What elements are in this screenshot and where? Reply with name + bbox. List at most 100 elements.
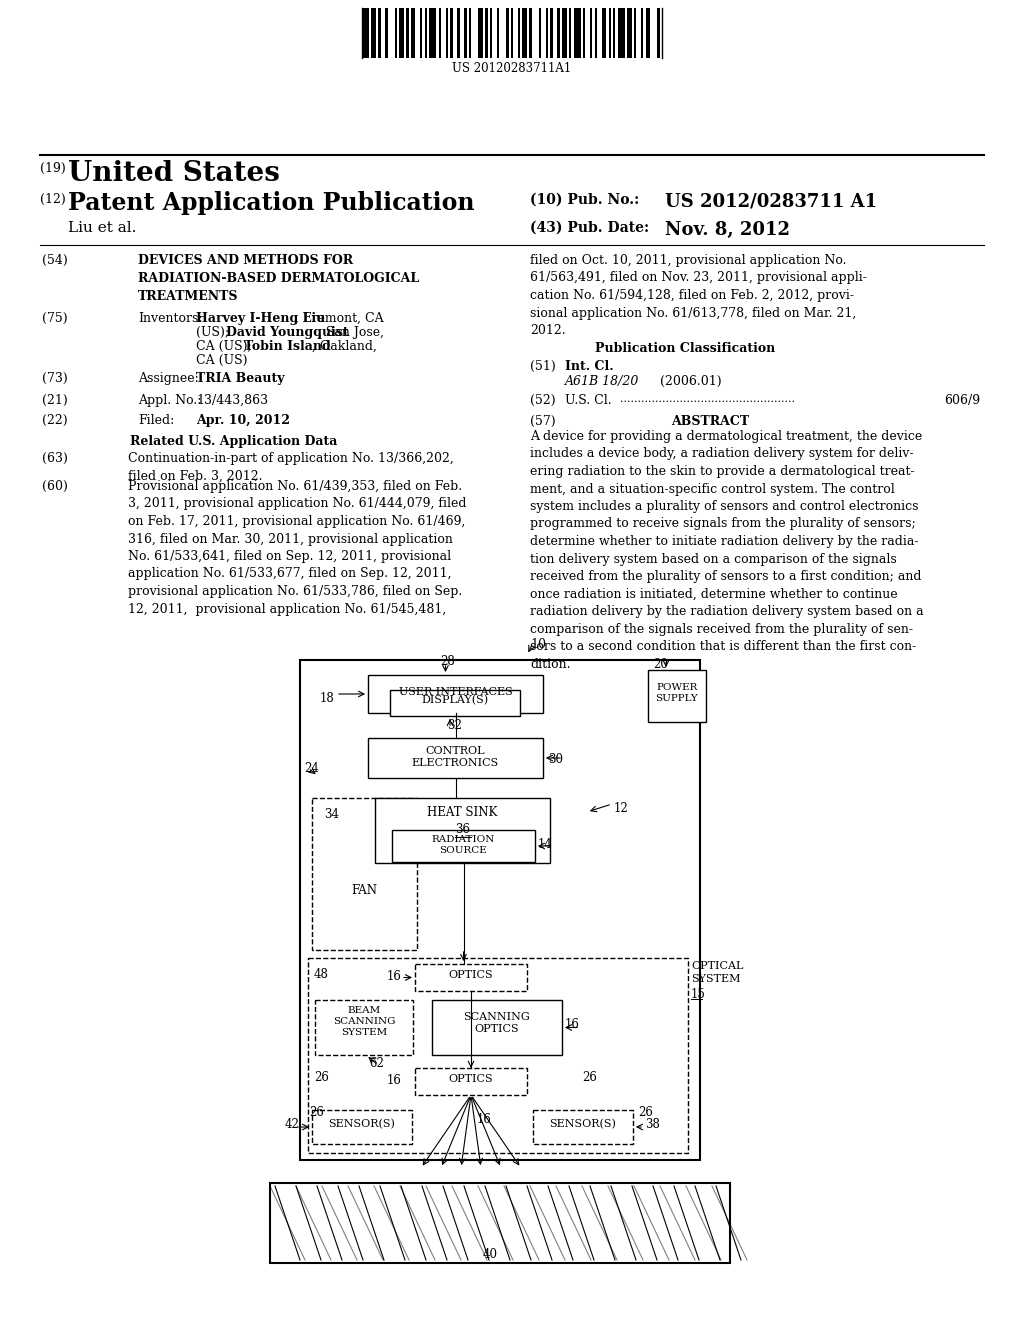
Bar bbox=[522, 8, 527, 58]
Bar bbox=[548, 8, 550, 58]
Bar bbox=[615, 8, 617, 58]
Bar bbox=[583, 8, 586, 58]
Text: David Youngquist: David Youngquist bbox=[226, 326, 348, 339]
Text: (63): (63) bbox=[42, 451, 68, 465]
Bar bbox=[541, 8, 546, 58]
Bar bbox=[399, 8, 403, 58]
Text: U.S. Cl.: U.S. Cl. bbox=[565, 393, 615, 407]
Text: 42: 42 bbox=[285, 1118, 300, 1131]
Text: (US);: (US); bbox=[196, 326, 233, 339]
Bar bbox=[632, 8, 634, 58]
Bar bbox=[425, 8, 427, 58]
Bar bbox=[432, 1001, 562, 1055]
Text: , San Jose,: , San Jose, bbox=[318, 326, 384, 339]
Text: Patent Application Publication: Patent Application Publication bbox=[68, 191, 474, 215]
Bar bbox=[557, 8, 560, 58]
Text: 48: 48 bbox=[314, 968, 329, 981]
Text: OPTICS: OPTICS bbox=[449, 1074, 494, 1084]
Bar bbox=[595, 8, 597, 58]
Text: FAN: FAN bbox=[351, 884, 378, 898]
Bar bbox=[606, 8, 608, 58]
Text: 13/443,863: 13/443,863 bbox=[196, 393, 268, 407]
Bar bbox=[451, 8, 453, 58]
Bar bbox=[416, 8, 420, 58]
Text: Tobin Island: Tobin Island bbox=[244, 341, 331, 352]
Text: OPTICS: OPTICS bbox=[449, 970, 494, 979]
Text: (73): (73) bbox=[42, 372, 68, 385]
Bar bbox=[506, 8, 509, 58]
Text: 606/9: 606/9 bbox=[944, 393, 980, 407]
Text: US 20120283711A1: US 20120283711A1 bbox=[453, 62, 571, 75]
Bar bbox=[566, 8, 569, 58]
Text: 16: 16 bbox=[387, 1074, 401, 1086]
Bar bbox=[378, 8, 381, 58]
Text: Continuation-in-part of application No. 13/366,202,
filed on Feb. 3, 2012.: Continuation-in-part of application No. … bbox=[128, 451, 454, 483]
Bar bbox=[403, 8, 407, 58]
Text: Related U.S. Application Data: Related U.S. Application Data bbox=[130, 436, 337, 447]
Bar bbox=[390, 690, 520, 715]
Bar bbox=[409, 8, 411, 58]
Text: (12): (12) bbox=[40, 193, 66, 206]
Bar bbox=[467, 8, 469, 58]
Text: 62: 62 bbox=[369, 1057, 384, 1071]
Text: 36: 36 bbox=[455, 822, 470, 836]
Bar bbox=[483, 8, 485, 58]
Bar bbox=[315, 1001, 413, 1055]
Text: (21): (21) bbox=[42, 393, 68, 407]
Text: (52): (52) bbox=[530, 393, 556, 407]
Text: 14: 14 bbox=[538, 838, 553, 851]
Bar bbox=[445, 8, 449, 58]
Text: SYSTEM: SYSTEM bbox=[691, 974, 740, 983]
Bar bbox=[270, 1183, 730, 1263]
Text: Appl. No.:: Appl. No.: bbox=[138, 393, 202, 407]
Bar bbox=[415, 964, 527, 991]
Bar bbox=[441, 8, 445, 58]
Text: Int. Cl.: Int. Cl. bbox=[565, 360, 613, 374]
Bar bbox=[312, 1110, 412, 1144]
Bar bbox=[368, 675, 543, 713]
Text: Publication Classification: Publication Classification bbox=[595, 342, 775, 355]
Bar bbox=[438, 8, 441, 58]
Bar bbox=[381, 8, 385, 58]
Bar bbox=[531, 8, 539, 58]
Text: BEAM
SCANNING
SYSTEM: BEAM SCANNING SYSTEM bbox=[333, 1006, 395, 1038]
Bar bbox=[493, 8, 497, 58]
Text: A61B 18/20: A61B 18/20 bbox=[565, 375, 639, 388]
Text: HEAT SINK: HEAT SINK bbox=[427, 807, 498, 818]
Bar bbox=[478, 8, 483, 58]
Text: Nov. 8, 2012: Nov. 8, 2012 bbox=[665, 220, 790, 239]
Bar bbox=[546, 8, 548, 58]
Text: 16: 16 bbox=[387, 970, 401, 983]
Text: (54): (54) bbox=[42, 253, 68, 267]
Bar bbox=[500, 8, 506, 58]
Text: filed on Oct. 10, 2011, provisional application No.
61/563,491, filed on Nov. 23: filed on Oct. 10, 2011, provisional appl… bbox=[530, 253, 867, 337]
Bar bbox=[592, 8, 595, 58]
Bar bbox=[560, 8, 562, 58]
Text: SENSOR(S): SENSOR(S) bbox=[550, 1119, 616, 1130]
Bar bbox=[429, 8, 436, 58]
Bar bbox=[611, 8, 613, 58]
Bar bbox=[453, 8, 458, 58]
Text: 16: 16 bbox=[565, 1018, 580, 1031]
Text: Liu et al.: Liu et al. bbox=[68, 220, 136, 235]
Bar bbox=[449, 8, 451, 58]
Text: 26: 26 bbox=[314, 1071, 329, 1084]
Bar bbox=[469, 8, 471, 58]
Text: 26: 26 bbox=[638, 1106, 653, 1119]
Bar bbox=[375, 799, 550, 863]
Text: 30: 30 bbox=[548, 752, 563, 766]
Bar bbox=[415, 1068, 527, 1096]
Text: DEVICES AND METHODS FOR
RADIATION-BASED DERMATOLOGICAL
TREATMENTS: DEVICES AND METHODS FOR RADIATION-BASED … bbox=[138, 253, 419, 304]
Text: Apr. 10, 2012: Apr. 10, 2012 bbox=[196, 414, 290, 426]
Text: (10) Pub. No.:: (10) Pub. No.: bbox=[530, 193, 639, 207]
Bar bbox=[362, 8, 369, 58]
Bar bbox=[387, 8, 394, 58]
Text: SCANNING
OPTICS: SCANNING OPTICS bbox=[464, 1012, 530, 1035]
Text: Provisional application No. 61/439,353, filed on Feb.
3, 2011, provisional appli: Provisional application No. 61/439,353, … bbox=[128, 480, 467, 615]
Text: 40: 40 bbox=[482, 1247, 498, 1261]
Bar bbox=[534, 1110, 633, 1144]
Text: Inventors:: Inventors: bbox=[138, 312, 203, 325]
Bar bbox=[657, 8, 659, 58]
Text: (43) Pub. Date:: (43) Pub. Date: bbox=[530, 220, 649, 235]
Bar bbox=[613, 8, 615, 58]
